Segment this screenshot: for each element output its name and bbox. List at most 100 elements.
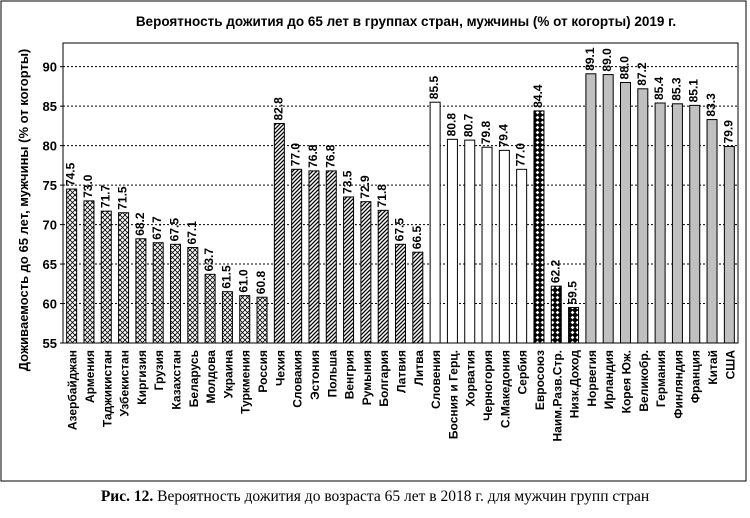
x-tick-label: Казахстан [170, 350, 184, 410]
value-label: 85.3 [669, 77, 683, 101]
x-tick-label: Евросоюз [533, 350, 547, 410]
value-label: 66.5 [410, 226, 424, 250]
bar [602, 74, 614, 344]
x-tick-label: Болгария [377, 350, 391, 407]
bar-chart: Вероятность дожития до 65 лет в группах … [0, 0, 747, 482]
x-tick-label: Германия [654, 350, 668, 407]
y-tick-label: 70 [43, 218, 57, 233]
x-tick-label: Сербия [516, 350, 530, 394]
value-label: 73.5 [341, 170, 355, 194]
value-label: 73.0 [81, 174, 95, 198]
value-label: 60.8 [254, 271, 268, 295]
x-tick-label: Босния и Герц. [446, 350, 460, 439]
value-label: 88.0 [618, 56, 632, 80]
value-label: 62.2 [548, 259, 562, 283]
bar [83, 200, 95, 344]
bar [671, 103, 683, 344]
value-label: 74.5 [64, 162, 78, 186]
x-tick-label: Молдова [204, 350, 218, 404]
x-tick-label: Таджикистан [100, 350, 114, 427]
y-tick-label: 60 [43, 297, 57, 312]
bar [429, 101, 441, 344]
value-label: 67.5 [393, 218, 407, 242]
value-label: 79.4 [496, 124, 510, 148]
x-tick-label: Корея Юж. [620, 350, 634, 413]
value-label: 67.7 [150, 216, 164, 240]
bar [446, 138, 458, 344]
bar [585, 73, 597, 344]
plot-area-border [62, 42, 739, 344]
value-labels: 74.573.0 71.7 71.568.2 67.7 67.5 67.163.761.5… [64, 47, 736, 304]
x-tick-label: Норвегия [585, 350, 599, 407]
y-tick-label: 75 [43, 178, 57, 193]
value-label: 89.1 [583, 47, 597, 71]
bar [256, 296, 268, 344]
y-axis-label: Доживаемость до 65 лет, мужчины (% от ко… [16, 49, 31, 372]
x-tick-label: Азербайджан [66, 350, 80, 430]
value-label: 87.2 [635, 62, 649, 86]
bar [135, 238, 147, 344]
value-label: 80.8 [444, 113, 458, 137]
x-tick-label: Латвия [395, 350, 409, 393]
x-tick-label: Армения [83, 350, 97, 403]
x-tick-label: Китай [706, 350, 720, 385]
bar [550, 285, 562, 344]
bar [239, 295, 251, 344]
value-label: 67.5 [168, 218, 182, 242]
x-tick-label: Финляндия [671, 350, 685, 419]
bar [221, 291, 233, 344]
bar [273, 123, 285, 344]
bar [360, 201, 372, 344]
x-tick-label: Россия [256, 350, 270, 393]
x-tick-label: США [723, 350, 737, 380]
y-tick-label: 65 [43, 257, 57, 272]
value-label: 71.8 [375, 184, 389, 208]
y-tick-label: 90 [43, 60, 57, 75]
value-label: 85.4 [652, 76, 666, 100]
x-tick-label: Беларусь [187, 350, 201, 407]
bar [204, 273, 216, 344]
bar [308, 170, 320, 344]
bar [187, 246, 199, 344]
bar [118, 212, 130, 344]
value-label: 71.5 [116, 186, 130, 210]
value-label: 79.9 [721, 120, 735, 144]
x-tick-label: Туркмения [239, 350, 253, 414]
value-label: 82.8 [271, 97, 285, 121]
chart-title: Вероятность дожития до 65 лет в группах … [136, 14, 676, 29]
x-tick-label: Румыния [360, 350, 374, 405]
bar [291, 168, 303, 344]
value-label: 68.2 [133, 212, 147, 236]
value-label: 71.7 [98, 184, 112, 208]
bar [516, 168, 528, 344]
x-tick-label: Украина [221, 350, 235, 399]
bar [464, 139, 476, 344]
value-label: 85.5 [427, 76, 441, 100]
value-label: 84.4 [531, 84, 545, 108]
value-label: 72.9 [358, 175, 372, 199]
value-label: 76.8 [306, 144, 320, 168]
bar [654, 102, 666, 344]
x-axis-labels: Азербайджан Армения Таджикистан Узбекистан К… [66, 350, 738, 442]
bar [568, 306, 580, 344]
bar [498, 149, 510, 344]
y-tick-label: 55 [43, 336, 57, 351]
value-label: 83.3 [704, 93, 718, 117]
value-label: 59.5 [566, 281, 580, 305]
bar [395, 243, 406, 344]
x-tick-label: Словакия [291, 350, 305, 408]
bar [481, 146, 493, 344]
x-tick-label: Грузия [152, 350, 166, 390]
x-tick-label: Хорватия [464, 350, 478, 407]
x-tick-label: Эстония [308, 350, 322, 400]
bar [343, 196, 355, 344]
value-label: 89.0 [600, 48, 614, 72]
value-label: 77.0 [514, 143, 528, 167]
bar [723, 145, 735, 344]
bar [66, 188, 78, 344]
value-label: 85.1 [687, 79, 701, 103]
value-label: 67.1 [185, 221, 199, 245]
x-tick-label: Словения [429, 350, 443, 409]
bar [689, 104, 701, 344]
value-label: 61.5 [219, 265, 233, 289]
